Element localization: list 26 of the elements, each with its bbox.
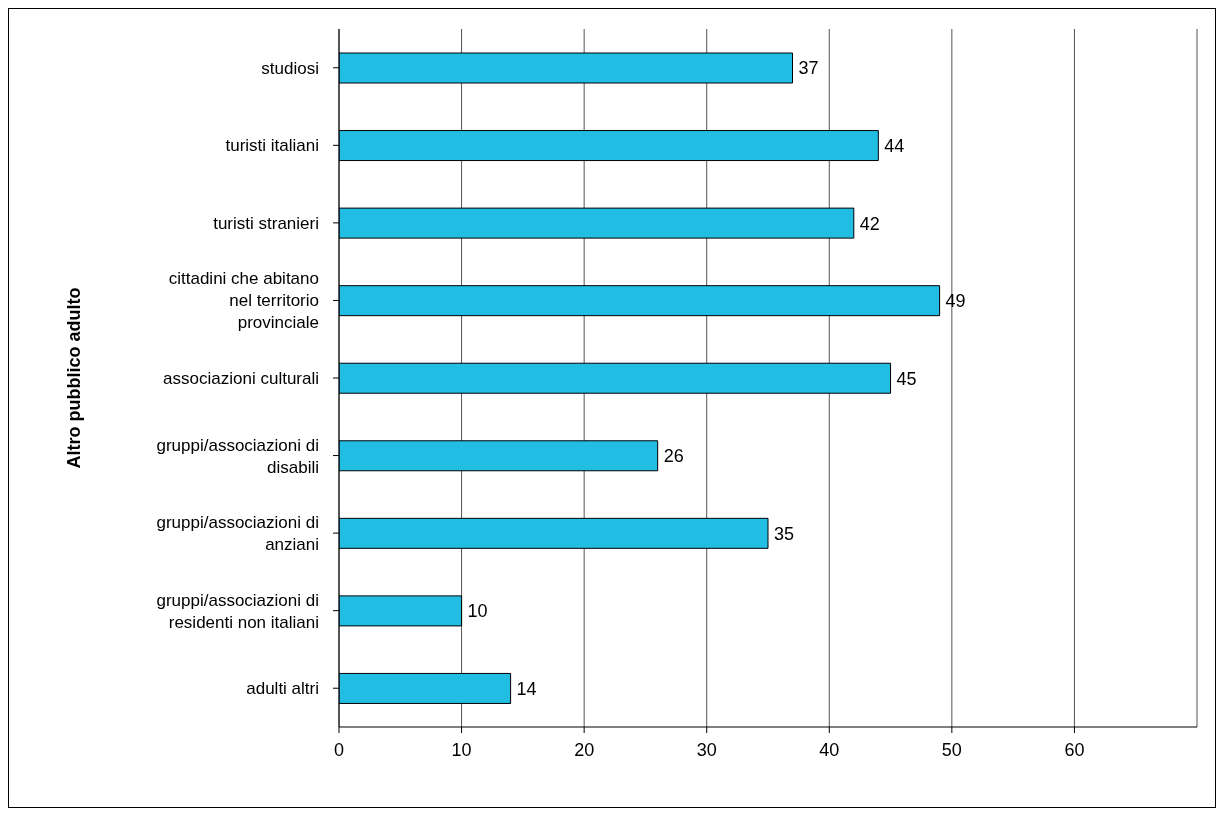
data-label: 37 (798, 58, 819, 79)
x-tick-label: 50 (941, 739, 962, 760)
x-tick-label: 0 (333, 739, 345, 760)
data-label: 42 (859, 213, 880, 234)
data-label: 45 (896, 368, 917, 389)
data-label: 49 (945, 291, 966, 312)
y-tick-label: gruppi/associazioni di disabili (156, 435, 319, 477)
data-label: 14 (516, 678, 537, 699)
x-tick-label: 10 (451, 739, 472, 760)
y-tick-label: gruppi/associazioni di anziani (156, 512, 319, 554)
y-axis-title: Altro pubblico adulto (64, 287, 85, 469)
data-label: 26 (663, 446, 684, 467)
y-tick-label: adulti altri (246, 678, 319, 698)
x-tick-label: 20 (574, 739, 595, 760)
data-label: 35 (774, 523, 795, 544)
x-tick-label: 60 (1064, 739, 1085, 760)
data-label: 10 (467, 601, 488, 622)
y-tick-label: cittadini che abitano nel territorio provinciale (168, 268, 319, 332)
y-tick-label: studiosi (261, 58, 319, 78)
y-tick-label: turisti italiani (225, 135, 319, 155)
y-tick-label: turisti stranieri (213, 213, 319, 233)
data-label: 44 (884, 135, 905, 156)
y-tick-label: gruppi/associazioni di residenti non italiani (156, 590, 319, 632)
x-tick-label: 40 (819, 739, 840, 760)
y-tick-label: associazioni culturali (163, 368, 319, 388)
x-tick-label: 30 (696, 739, 717, 760)
